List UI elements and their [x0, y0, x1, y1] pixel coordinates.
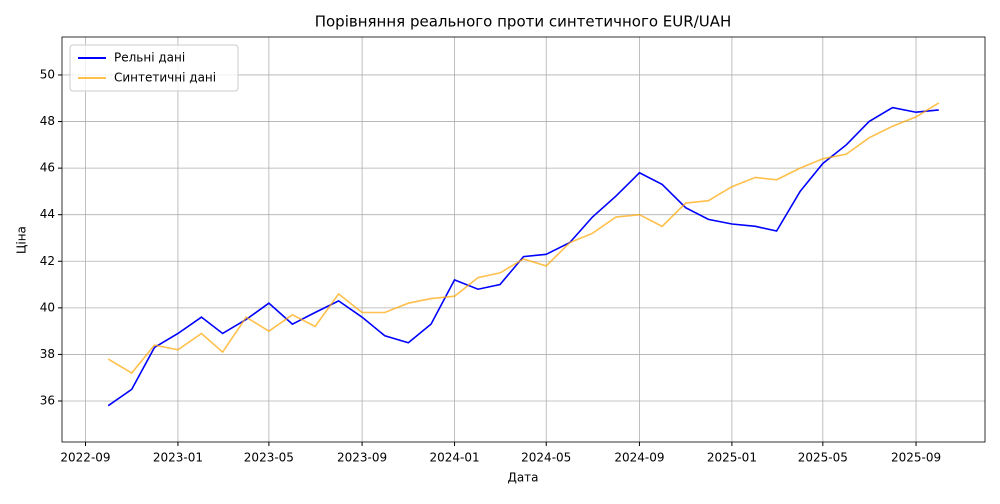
x-tick-label: 2023-01	[153, 451, 203, 465]
y-tick-label: 48	[40, 114, 55, 128]
x-tick-label: 2024-01	[429, 451, 479, 465]
y-tick-label: 38	[40, 347, 55, 361]
x-tick-label: 2023-05	[244, 451, 294, 465]
data-line	[107, 102, 940, 375]
x-tick-label: 2025-05	[798, 451, 848, 465]
y-tick-label: 36	[40, 394, 55, 408]
y-axis-label: Ціна	[15, 226, 29, 254]
x-tick-label: 2022-09	[60, 451, 110, 465]
y-tick-label: 50	[40, 67, 55, 81]
chart-title: Порівняння реального проти синтетичного …	[315, 13, 732, 31]
plot-frame	[61, 36, 986, 443]
x-axis-label: Дата	[507, 471, 538, 485]
x-tick-label: 2024-05	[521, 451, 571, 465]
x-tick-label: 2025-09	[891, 451, 941, 465]
y-tick-label: 46	[40, 161, 55, 175]
y-tick-label: 40	[40, 300, 55, 314]
legend: Рельні дані Синтетичні дані	[69, 44, 239, 92]
x-tick-label: 2023-09	[337, 451, 387, 465]
y-tick-label: 42	[40, 254, 55, 268]
data-line	[107, 106, 939, 407]
legend-label: Рельні дані	[114, 51, 185, 65]
x-tick-label: 2025-01	[707, 451, 757, 465]
y-tick-label: 44	[40, 207, 55, 221]
x-tick-label: 2024-09	[614, 451, 664, 465]
legend-box	[69, 44, 239, 92]
legend-label: Синтетичні дані	[114, 71, 216, 85]
